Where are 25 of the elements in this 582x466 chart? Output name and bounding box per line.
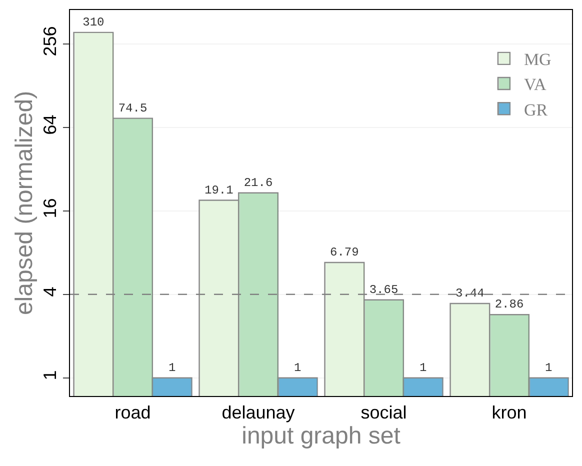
y-tick-label: 256 — [40, 26, 60, 56]
data-label: 1 — [419, 360, 427, 375]
data-label: 1 — [294, 360, 302, 375]
legend-label: MG — [524, 50, 552, 70]
data-label: 6.79 — [330, 246, 359, 260]
x-tick-label: social — [360, 402, 407, 423]
y-tick-label: 16 — [40, 198, 60, 218]
x-axis-title: input graph set — [242, 422, 401, 450]
legend-label: VA — [524, 75, 548, 94]
x-tick-label: road — [114, 402, 151, 423]
data-label: 3.65 — [369, 282, 398, 297]
data-label: 74.5 — [118, 101, 148, 116]
x-tick-label: delaunay — [222, 402, 295, 423]
data-label: 1 — [544, 360, 552, 375]
data-label: 19.1 — [204, 183, 234, 198]
legend-label: GR — [524, 100, 548, 120]
y-axis-title: elapsed (normalized) — [10, 90, 38, 316]
data-label: 21.6 — [244, 176, 273, 190]
data-label: 310 — [82, 15, 104, 30]
data-label: 1 — [168, 360, 176, 375]
y-tick-label: 64 — [40, 114, 60, 135]
data-label: 2.86 — [494, 298, 524, 312]
y-tick-label: 4 — [40, 286, 60, 297]
y-tick-label: 1 — [40, 370, 60, 380]
x-tick-label: kron — [492, 402, 527, 423]
